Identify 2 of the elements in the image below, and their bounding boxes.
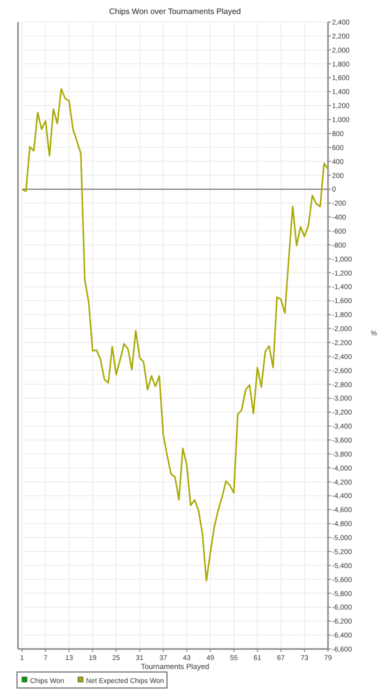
chart-title: Chips Won over Tournaments Played bbox=[109, 7, 241, 16]
line-series bbox=[21, 88, 329, 582]
